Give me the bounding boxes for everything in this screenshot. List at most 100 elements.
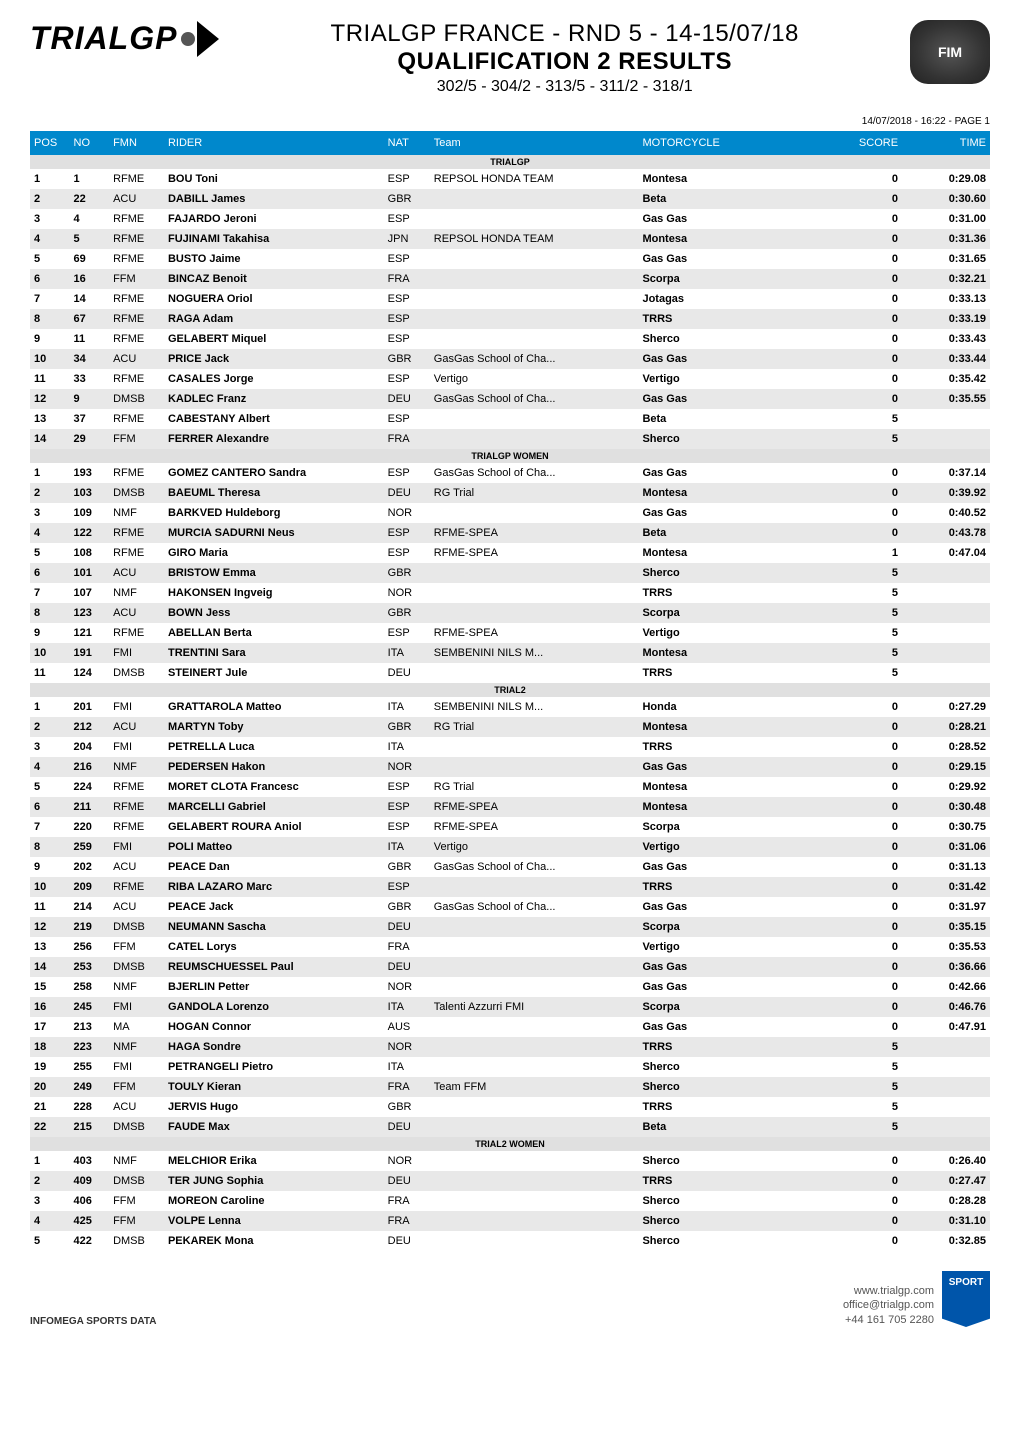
cell-no: 216	[70, 757, 110, 777]
cell-score: 0	[792, 877, 902, 897]
cell-fmn: ACU	[109, 603, 164, 623]
table-row: 21228ACUJERVIS HugoGBRTRRS5	[30, 1097, 990, 1117]
cell-rider: MORET CLOTA Francesc	[164, 777, 384, 797]
table-row: 9202ACUPEACE DanGBRGasGas School of Cha.…	[30, 857, 990, 877]
cell-fmn: ACU	[109, 717, 164, 737]
cell-time: 0:33.44	[902, 349, 990, 369]
cell-pos: 3	[30, 1191, 70, 1211]
cell-time	[902, 663, 990, 683]
cell-nat: ESP	[384, 289, 430, 309]
footer-badge-text: SPORT	[949, 1277, 983, 1288]
cell-score: 1	[792, 543, 902, 563]
table-row: 714RFMENOGUERA OriolESPJotagas00:33.13	[30, 289, 990, 309]
cell-fmn: RFME	[109, 409, 164, 429]
cell-fmn: NMF	[109, 757, 164, 777]
cell-pos: 5	[30, 249, 70, 269]
cell-score: 0	[792, 249, 902, 269]
cell-mc: Gas Gas	[638, 209, 792, 229]
cell-time: 0:36.66	[902, 957, 990, 977]
cell-fmn: FMI	[109, 837, 164, 857]
cell-team: RFME-SPEA	[430, 817, 639, 837]
cell-fmn: RFME	[109, 329, 164, 349]
cell-time: 0:31.13	[902, 857, 990, 877]
cell-rider: KADLEC Franz	[164, 389, 384, 409]
cell-rider: BOU Toni	[164, 169, 384, 189]
cell-score: 0	[792, 289, 902, 309]
cell-score: 0	[792, 1151, 902, 1171]
cell-pos: 4	[30, 523, 70, 543]
cell-team	[430, 329, 639, 349]
cell-fmn: NMF	[109, 1037, 164, 1057]
cell-time: 0:43.78	[902, 523, 990, 543]
cell-nat: NOR	[384, 583, 430, 603]
cell-time	[902, 1077, 990, 1097]
cell-rider: PEACE Dan	[164, 857, 384, 877]
cell-team: RG Trial	[430, 777, 639, 797]
cell-team: Vertigo	[430, 837, 639, 857]
cell-no: 224	[70, 777, 110, 797]
cell-no: 69	[70, 249, 110, 269]
table-row: 222ACUDABILL JamesGBRBeta00:30.60	[30, 189, 990, 209]
cell-time: 0:37.14	[902, 463, 990, 483]
cell-mc: Montesa	[638, 169, 792, 189]
cell-team	[430, 1151, 639, 1171]
cell-mc: Sherco	[638, 1191, 792, 1211]
table-body: TRIALGP11RFMEBOU ToniESPREPSOL HONDA TEA…	[30, 155, 990, 1251]
table-row: 2103DMSBBAEUML TheresaDEURG TrialMontesa…	[30, 483, 990, 503]
table-row: 11124DMSBSTEINERT JuleDEUTRRS5	[30, 663, 990, 683]
cell-time: 0:31.00	[902, 209, 990, 229]
cell-score: 5	[792, 563, 902, 583]
cell-no: 403	[70, 1151, 110, 1171]
cell-no: 108	[70, 543, 110, 563]
table-row: 1337RFMECABESTANY AlbertESPBeta5	[30, 409, 990, 429]
cell-fmn: MA	[109, 1017, 164, 1037]
cell-pos: 7	[30, 817, 70, 837]
cell-pos: 2	[30, 717, 70, 737]
cell-no: 258	[70, 977, 110, 997]
cell-no: 249	[70, 1077, 110, 1097]
cell-rider: PETRELLA Luca	[164, 737, 384, 757]
cell-rider: TER JUNG Sophia	[164, 1171, 384, 1191]
cell-time	[902, 1097, 990, 1117]
cell-rider: DABILL James	[164, 189, 384, 209]
cell-score: 0	[792, 189, 902, 209]
table-row: 10191FMITRENTINI SaraITASEMBENINI NILS M…	[30, 643, 990, 663]
cell-pos: 20	[30, 1077, 70, 1097]
cell-mc: Gas Gas	[638, 857, 792, 877]
cell-no: 245	[70, 997, 110, 1017]
cell-nat: DEU	[384, 389, 430, 409]
cell-team: RFME-SPEA	[430, 623, 639, 643]
cell-team	[430, 289, 639, 309]
cell-score: 5	[792, 1037, 902, 1057]
cell-mc: Sherco	[638, 329, 792, 349]
cell-rider: JERVIS Hugo	[164, 1097, 384, 1117]
cell-team: RG Trial	[430, 717, 639, 737]
cell-score: 0	[792, 1171, 902, 1191]
cell-fmn: RFME	[109, 877, 164, 897]
cell-time: 0:35.15	[902, 917, 990, 937]
cell-pos: 5	[30, 1231, 70, 1251]
cell-team	[430, 1117, 639, 1137]
col-motorcycle: MOTORCYCLE	[638, 131, 792, 155]
cell-no: 191	[70, 643, 110, 663]
footer-line-1: www.trialgp.com	[843, 1284, 934, 1298]
cell-nat: ESP	[384, 329, 430, 349]
table-row: 10209RFMERIBA LAZARO MarcESPTRRS00:31.42	[30, 877, 990, 897]
cell-rider: FUJINAMI Takahisa	[164, 229, 384, 249]
cell-mc: TRRS	[638, 1097, 792, 1117]
cell-fmn: ACU	[109, 857, 164, 877]
table-row: 11RFMEBOU ToniESPREPSOL HONDA TEAMMontes…	[30, 169, 990, 189]
cell-team	[430, 663, 639, 683]
cell-time	[902, 409, 990, 429]
cell-no: 202	[70, 857, 110, 877]
cell-nat: FRA	[384, 1191, 430, 1211]
cell-fmn: NMF	[109, 583, 164, 603]
cell-no: 204	[70, 737, 110, 757]
cell-score: 5	[792, 1077, 902, 1097]
cell-no: 22	[70, 189, 110, 209]
cell-team: Team FFM	[430, 1077, 639, 1097]
cell-team	[430, 757, 639, 777]
cell-rider: PEDERSEN Hakon	[164, 757, 384, 777]
cell-score: 5	[792, 583, 902, 603]
cell-time: 0:30.48	[902, 797, 990, 817]
